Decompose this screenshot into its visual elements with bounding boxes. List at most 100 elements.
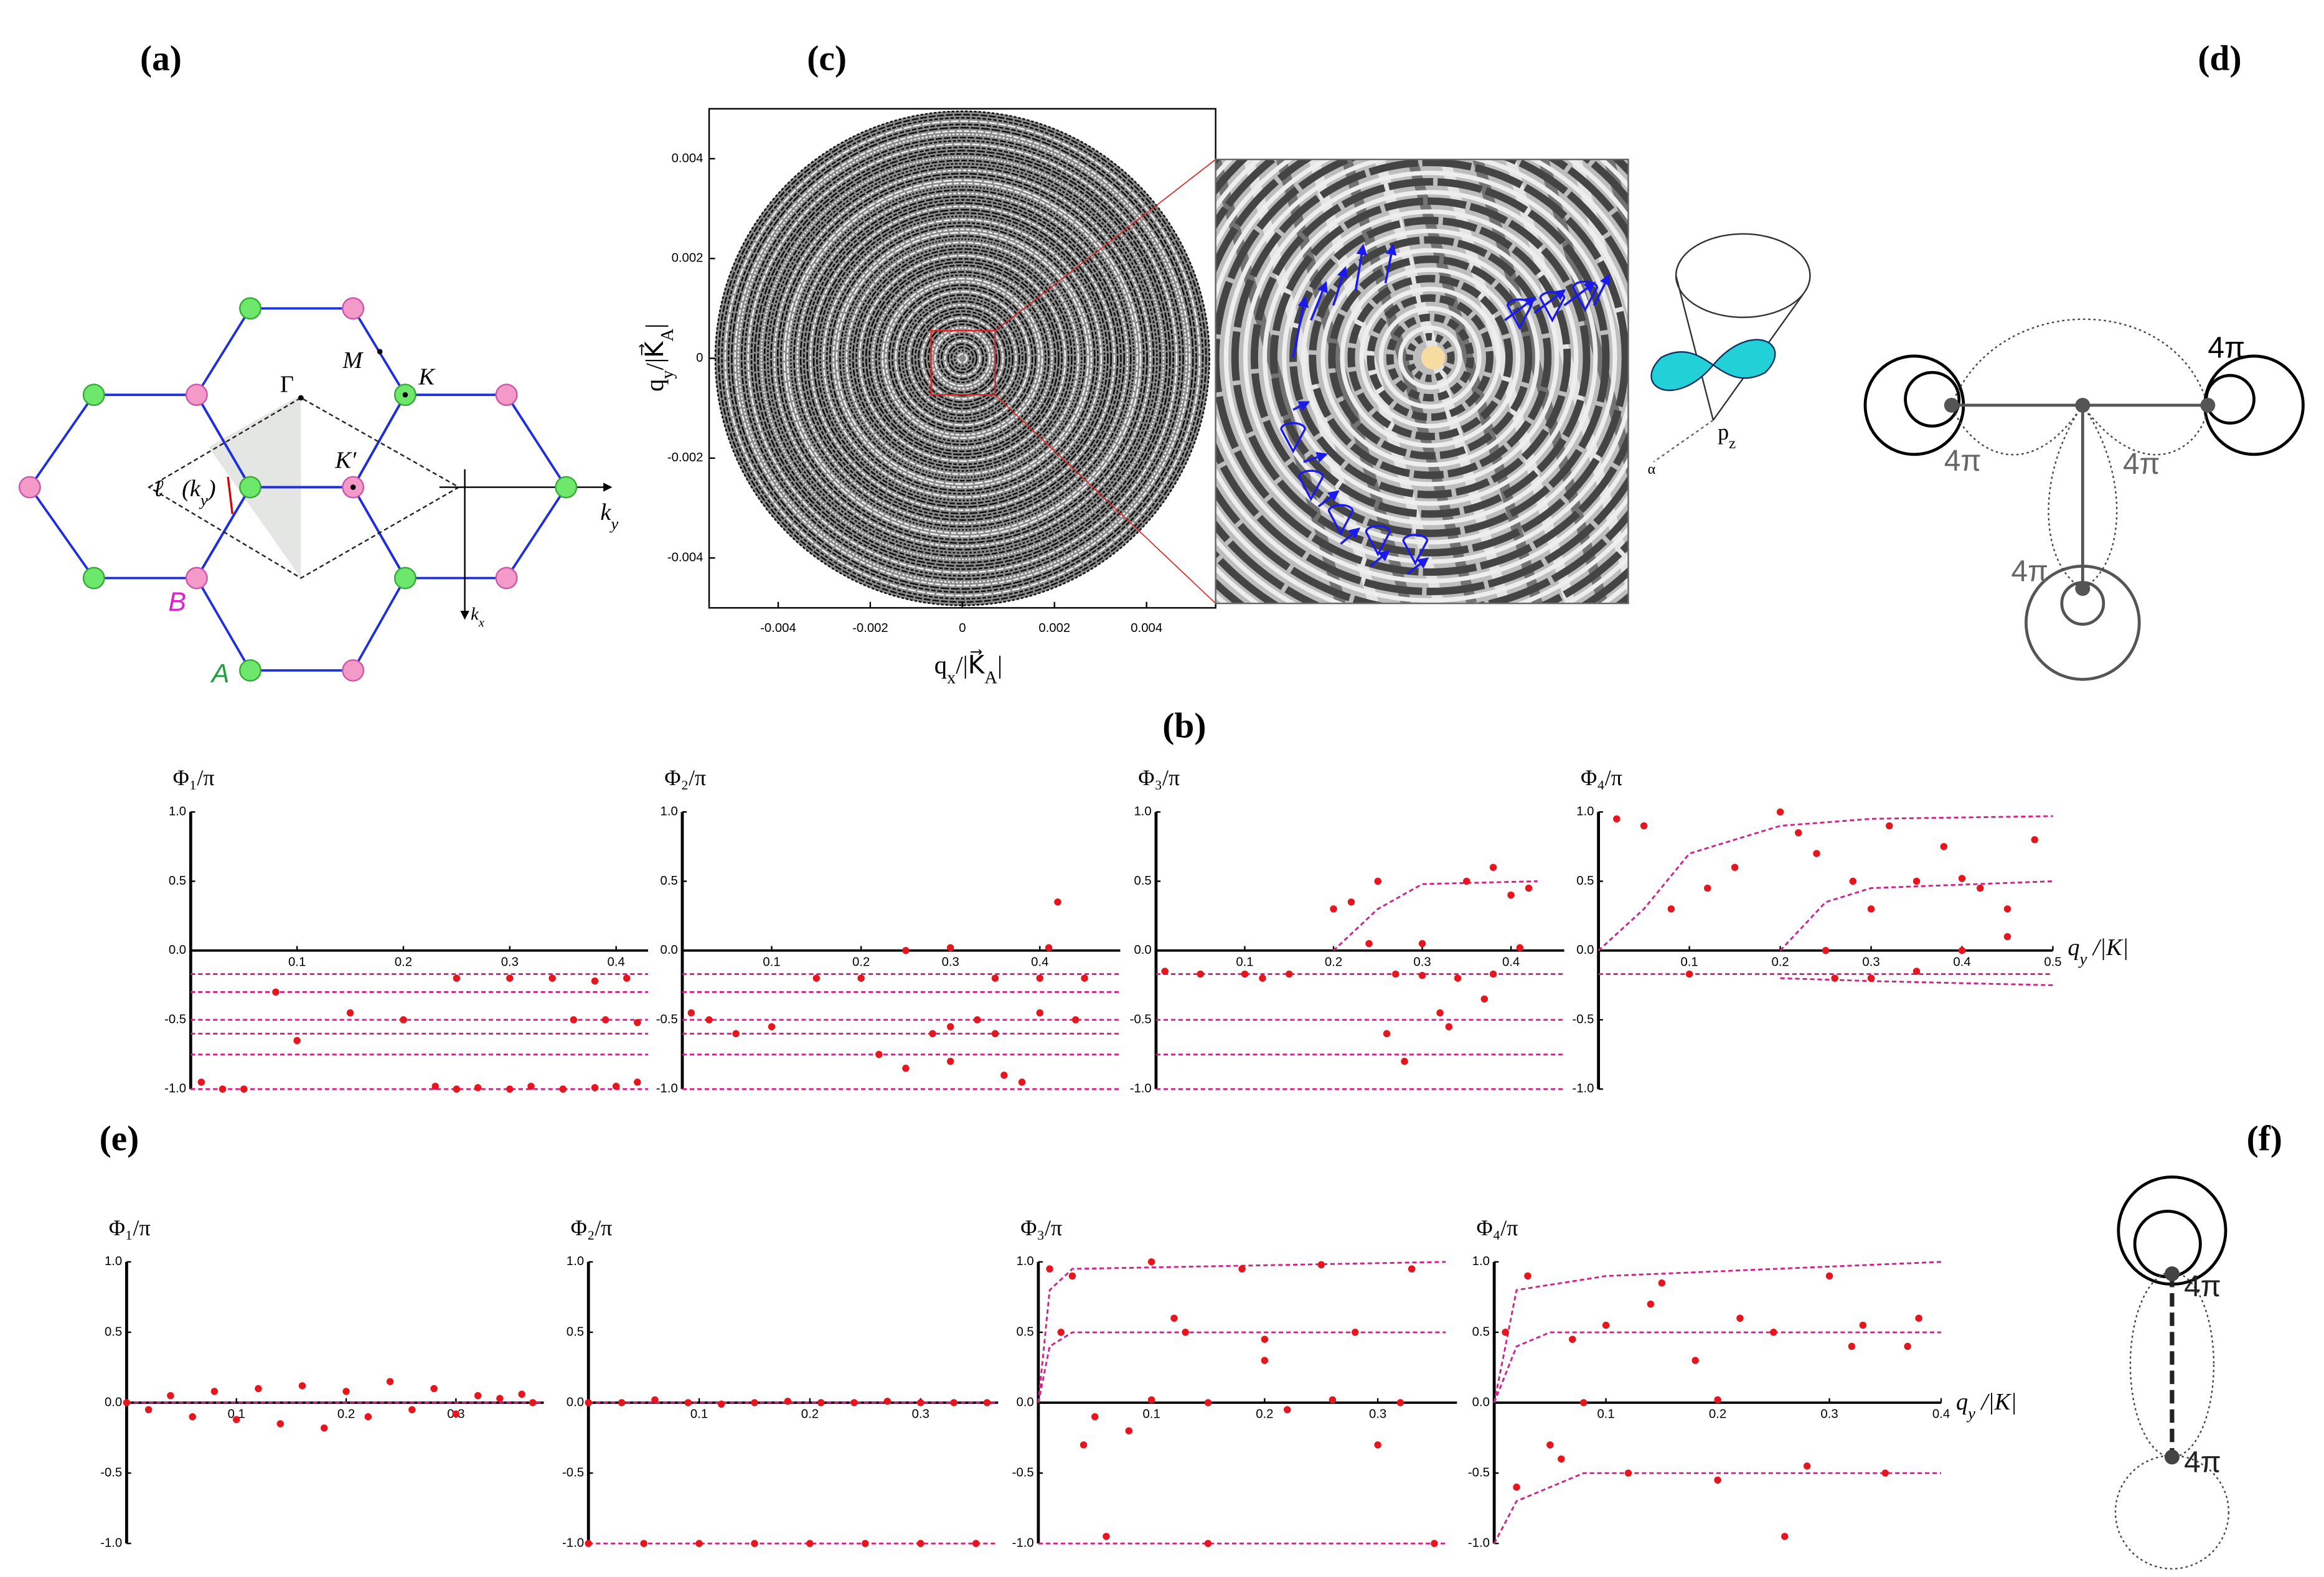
orbital-lobe [1712,339,1776,379]
data-point [1795,829,1802,837]
data-point [496,1395,504,1402]
data-point [1770,1329,1777,1336]
x-tick-label: 0.3 [1369,1408,1386,1421]
moire-ring [911,307,1014,410]
data-point [817,1399,825,1406]
data-point [1161,967,1169,975]
cone-side [1675,275,1715,421]
data-point [612,1083,620,1090]
inset-ring-light [1215,159,1629,603]
inset-ring [1386,313,1474,402]
data-point [1418,939,1426,948]
moire-ring [882,277,1043,440]
moire-ring [744,139,1181,577]
inset-frame [1215,158,1629,605]
precession-cone-top [1675,233,1811,318]
orbital-lobe [1650,351,1715,391]
data-point [1704,884,1711,892]
x-axis-label: qy /|K| [1956,1389,2017,1423]
moire-ring [783,179,1142,538]
x-axis-label-part: x [947,668,956,687]
data-point [929,1030,936,1038]
x-tick-label: 0.2 [1256,1408,1273,1421]
fit-curve [1493,1331,1942,1403]
data-point [453,974,461,982]
moire-ring [868,264,1056,453]
data-point [1859,1321,1867,1329]
data-point [1046,1265,1053,1273]
label-ell-part: y [199,491,208,509]
label-k: K [418,364,436,390]
moire-ring [888,284,1037,433]
y-tick-label: 0.5 [105,1325,122,1339]
atom-a [239,297,261,320]
atom-a [393,567,416,590]
data-point [1579,1399,1588,1406]
data-point [1776,808,1784,816]
data-point [917,1540,924,1547]
data-point [1849,877,1857,885]
k-point [350,484,356,490]
data-point [1912,877,1921,885]
y-tick-label: 1.0 [1472,1255,1490,1268]
data-point [1068,1272,1076,1280]
data-point [1080,1441,1088,1449]
moire-ring [750,146,1175,570]
data-point [784,1397,792,1405]
moire-disk [715,111,1210,606]
data-point [1045,944,1053,952]
moire-ring [816,212,1109,505]
data-point [1640,822,1648,830]
moire-ring [793,189,1132,528]
data-point [189,1413,196,1421]
label-m: M [342,347,364,374]
data-point [1018,1078,1026,1086]
data-point [946,1023,954,1030]
moire-ring [776,172,1148,544]
x-tick-label: 0.3 [501,955,519,969]
data-point [272,988,280,996]
data-point [1958,875,1966,882]
y-tick-label: 0.5 [1134,874,1151,888]
k-point [377,349,383,355]
data-point [1822,946,1830,954]
node [1944,397,1959,413]
panel-label: (a) [140,39,182,78]
node [2075,581,2091,596]
spin-arrow [1310,281,1328,321]
spin-arrow [1533,289,1566,314]
x-tick-label: 0.1 [1236,955,1253,969]
data-point [902,1065,910,1072]
zoom-inset [1215,159,1629,604]
data-point [219,1085,227,1093]
moire-ring [829,225,1096,492]
data-point [1881,1469,1889,1477]
y-tick-label: -1.0 [656,1082,678,1096]
atom-a [239,659,261,682]
atom-b [495,384,518,407]
data-point [1667,905,1675,913]
label-kx-part: x [478,616,484,629]
data-point [527,1083,535,1090]
y-tick-label: 1.0 [1016,1255,1033,1268]
x-tick-label: 0.3 [1820,1408,1838,1421]
data-point [1691,1357,1699,1364]
data-point [1867,974,1875,982]
moire-ring [714,110,1210,606]
y-tick-label: 0.004 [672,151,703,165]
zoom-line [994,394,1216,604]
y-tick-label: 1.0 [1134,805,1151,819]
data-point [1365,939,1373,948]
data-point [591,1084,599,1091]
data-point [1054,898,1061,906]
data-point [857,974,865,982]
inset-ring [1250,177,1610,537]
spin-arrow [1332,266,1348,306]
moire-ring [819,215,1106,502]
dotted-loop [1950,318,2209,406]
moire-ring [826,222,1099,495]
data-point [1147,1258,1155,1266]
x-tick-label: 0.1 [1680,955,1698,969]
fit-curve [1037,1261,1446,1403]
x-tick-label: 0.2 [395,955,412,969]
